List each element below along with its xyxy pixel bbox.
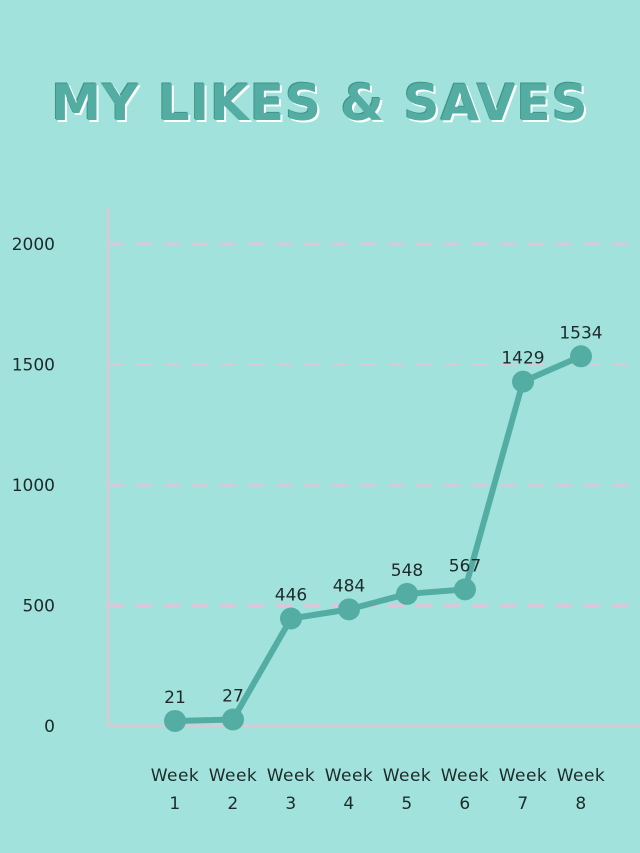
data-point <box>396 582 418 605</box>
data-point <box>454 578 476 601</box>
data-point <box>570 345 592 368</box>
data-point <box>164 709 186 732</box>
data-label: 1534 <box>559 323 602 343</box>
y-tick-label: 2000 <box>12 235 55 255</box>
x-tick-label: Week 1 <box>151 766 200 814</box>
data-label: 567 <box>449 556 481 576</box>
series-layer <box>164 345 592 732</box>
data-label: 446 <box>275 586 307 606</box>
grid-layer <box>108 242 640 607</box>
x-tick-label: Week 6 <box>441 766 490 814</box>
data-point <box>512 370 534 393</box>
y-tick-label: 1500 <box>12 356 55 376</box>
data-label: 1429 <box>501 349 544 369</box>
y-tick-label: 0 <box>44 717 55 737</box>
x-tick-label: Week 7 <box>499 766 548 814</box>
data-label: 21 <box>164 688 186 708</box>
chart-title: MY LIKES & SAVES <box>51 74 589 132</box>
data-label: 548 <box>391 561 423 581</box>
x-tick-label: Week 5 <box>383 766 432 814</box>
axis-layer <box>106 208 640 728</box>
data-label: 484 <box>333 576 365 596</box>
x-tick-label: Week 8 <box>557 766 606 814</box>
series-line <box>172 353 584 724</box>
data-point <box>338 598 360 621</box>
data-point <box>222 708 244 731</box>
y-tick-label: 1000 <box>12 476 55 496</box>
x-tick-label: Week 2 <box>209 766 258 814</box>
y-tick-label: 500 <box>23 597 55 617</box>
data-point <box>280 607 302 630</box>
data-label: 27 <box>222 686 244 706</box>
x-tick-label: Week 4 <box>325 766 374 814</box>
x-tick-label: Week 3 <box>267 766 316 814</box>
label-layer: 0 500 1000 1500 2000 21 27 446 484 548 567 1429 1534… <box>12 235 606 814</box>
